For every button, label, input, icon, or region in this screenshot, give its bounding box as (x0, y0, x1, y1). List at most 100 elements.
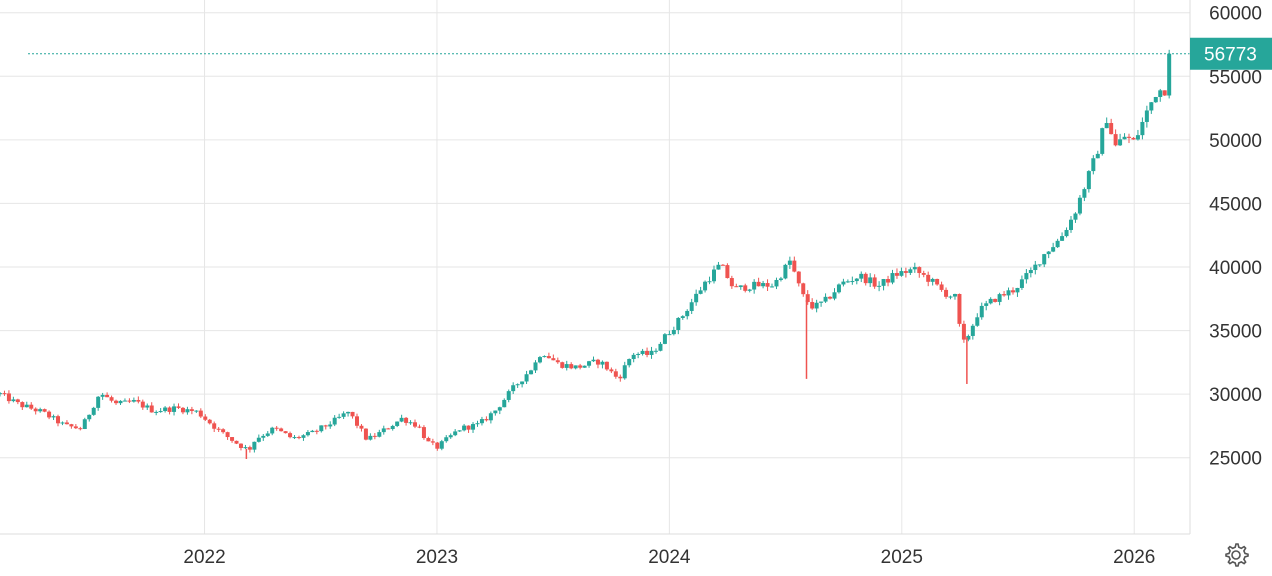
candle-body (78, 428, 83, 430)
candle-body (1091, 158, 1096, 172)
candle-body (734, 286, 739, 288)
candle-body (819, 301, 824, 303)
candle-body (863, 273, 868, 284)
candle-body (1118, 139, 1123, 146)
candle-body (1028, 270, 1033, 274)
candle-body (38, 409, 43, 412)
candle-body (1051, 247, 1056, 252)
candle-body (555, 360, 560, 363)
candle-body (988, 298, 993, 304)
candle-body (698, 290, 703, 294)
candle-body (363, 428, 368, 440)
candle-body (279, 428, 284, 432)
candle-body (529, 370, 534, 375)
candle-body (515, 384, 520, 386)
candle-body (91, 407, 96, 415)
candle-body (475, 423, 480, 425)
candle-body (725, 265, 730, 279)
candle-body (435, 442, 440, 449)
candle-body (252, 441, 257, 450)
candle-body (770, 286, 775, 288)
candle-body (261, 435, 266, 438)
candle-body (1100, 128, 1105, 154)
x-tick-label: 2026 (1113, 547, 1155, 568)
candle-body (502, 399, 507, 408)
candle-body (0, 393, 2, 395)
candle-body (350, 411, 355, 417)
candle-body (426, 438, 431, 442)
candle-body (520, 381, 525, 385)
candle-body (961, 323, 966, 340)
candle-body (761, 283, 766, 287)
candle-body (56, 416, 61, 424)
candle-body (64, 422, 69, 425)
candle-body (899, 271, 904, 276)
candle-body (921, 273, 926, 275)
candle-body (154, 411, 159, 413)
candle-body (944, 289, 949, 297)
gear-icon (1225, 543, 1249, 567)
candle-body (96, 396, 101, 408)
candle-body (1006, 290, 1011, 296)
candle-body (359, 425, 364, 429)
candle-body (462, 425, 467, 431)
candle-body (417, 426, 422, 428)
candlestick-series (0, 49, 1172, 459)
candle-body (930, 278, 935, 282)
candle-body (479, 419, 484, 424)
candle-body (1135, 135, 1140, 140)
candle-body (471, 424, 476, 430)
candle-body (20, 402, 25, 408)
candle-body (894, 273, 899, 276)
candle-body (51, 416, 56, 418)
candle-body (1019, 279, 1024, 288)
candle-body (881, 279, 886, 286)
candle-body (814, 302, 819, 309)
candle-body (216, 428, 221, 430)
candle-body (319, 425, 324, 432)
candle-body (1158, 90, 1163, 98)
candle-body (212, 423, 217, 429)
candle-body (707, 281, 712, 283)
candle-body (524, 374, 529, 382)
candle-body (582, 365, 587, 368)
candle-body (631, 354, 636, 360)
chart-grid (0, 0, 1190, 534)
candle-body (180, 407, 185, 413)
candle-body (1086, 171, 1091, 190)
candle-body (1046, 251, 1051, 255)
y-tick-label: 55000 (1209, 67, 1262, 88)
candle-body (649, 350, 654, 355)
y-tick-label: 30000 (1209, 385, 1262, 406)
candle-body (716, 264, 721, 270)
candle-body (265, 433, 270, 436)
candle-body (6, 393, 11, 402)
candle-body (234, 440, 239, 444)
candle-body (247, 447, 252, 450)
candle-body (341, 413, 346, 417)
candle-body (636, 353, 641, 355)
candle-body (859, 273, 864, 279)
candle-body (230, 437, 235, 441)
candle-body (564, 364, 569, 368)
candle-body (225, 432, 230, 438)
candle-body (47, 411, 52, 418)
settings-button[interactable] (1222, 541, 1250, 569)
candle-body (952, 293, 957, 297)
candle-body (850, 281, 855, 283)
candle-body (792, 260, 797, 272)
candle-body (145, 405, 150, 408)
candle-body (377, 432, 382, 437)
candle-body (796, 271, 801, 284)
candle-body (595, 359, 600, 365)
candle-body (243, 447, 248, 449)
last-price-value: 56773 (1204, 45, 1257, 66)
candle-body (1167, 53, 1172, 96)
y-tick-label: 25000 (1209, 449, 1262, 470)
candle-body (970, 325, 975, 336)
candle-body (836, 284, 841, 293)
candle-body (979, 305, 984, 318)
candle-body (122, 400, 127, 402)
candle-body (1077, 197, 1082, 214)
